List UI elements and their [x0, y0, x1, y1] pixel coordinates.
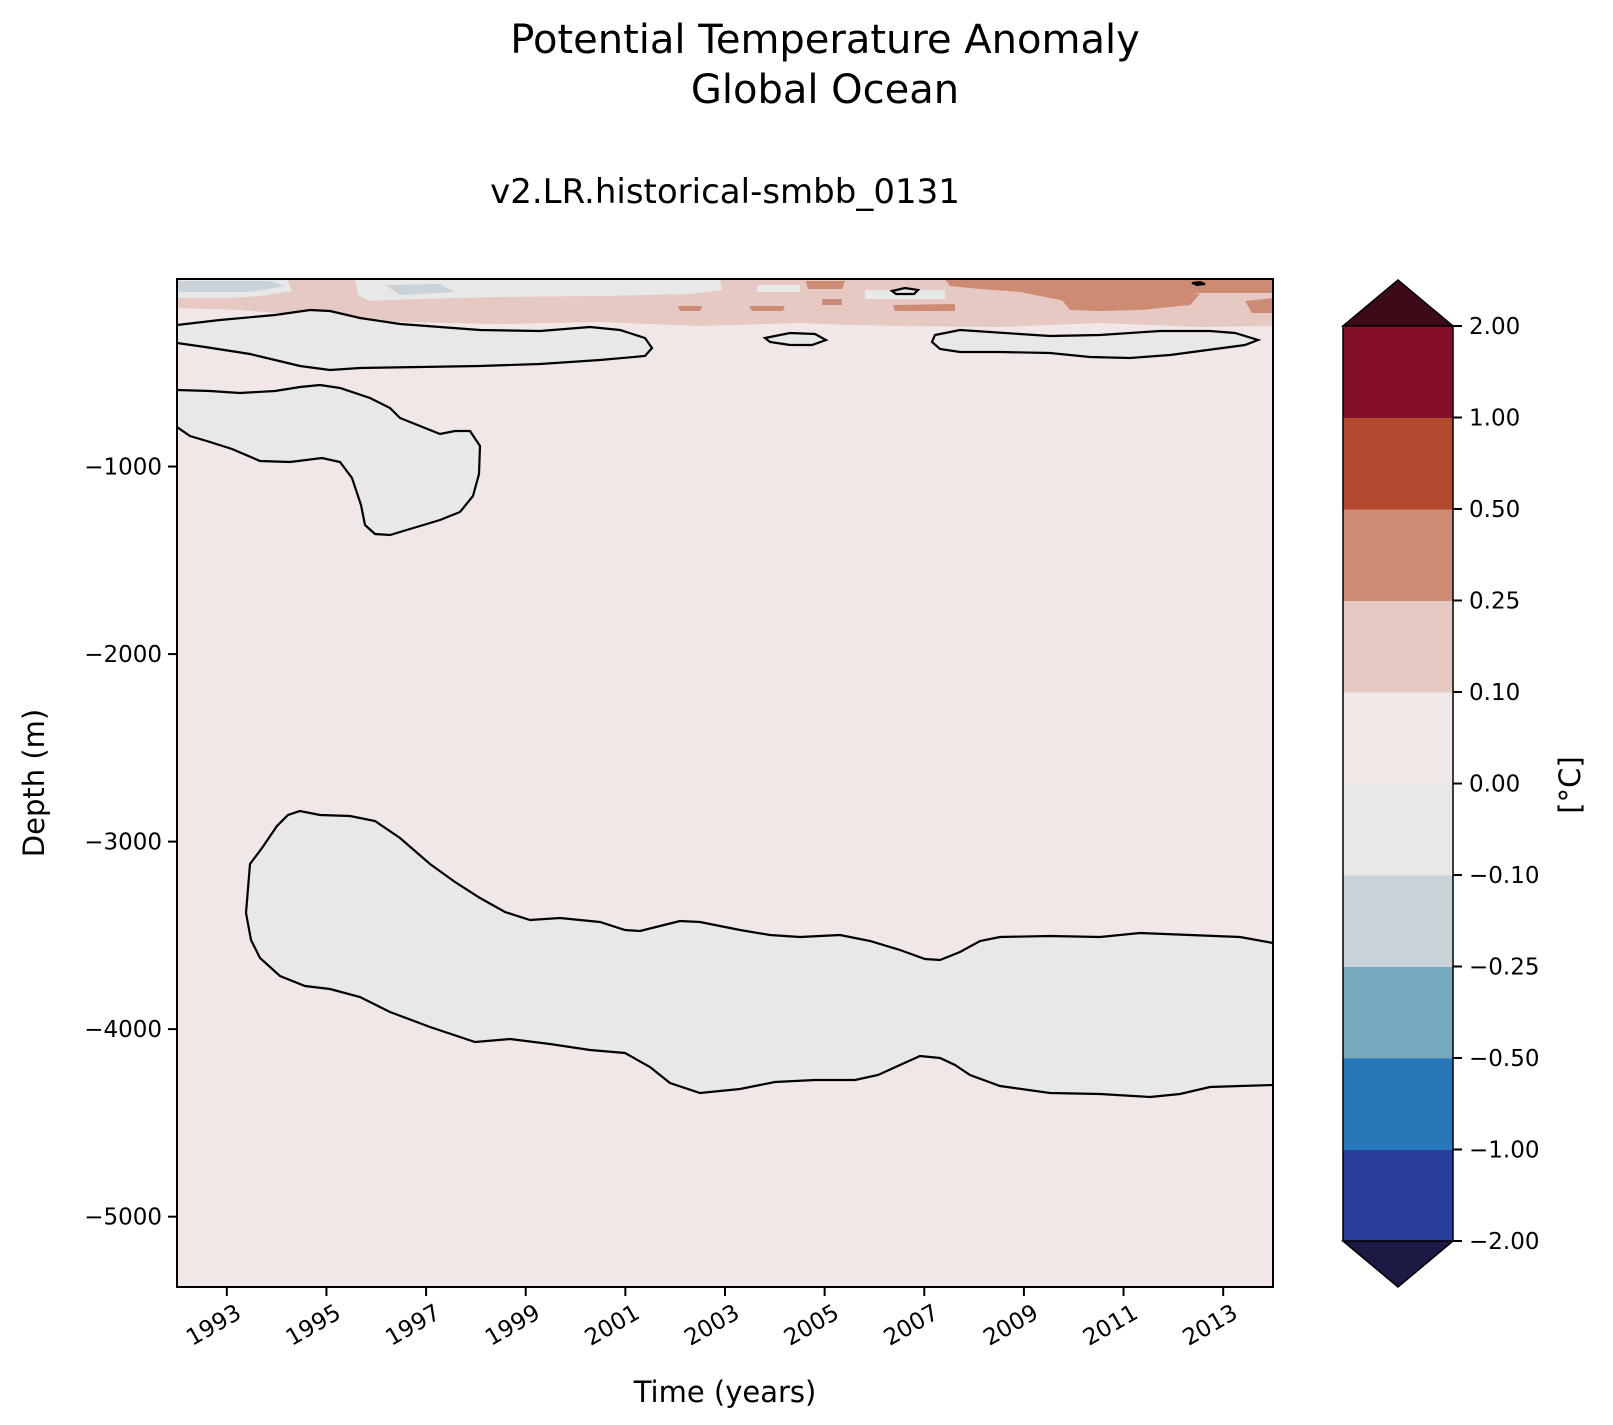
- y-tick-label-2000: −2000: [84, 642, 162, 668]
- colorbar-tick-label-0: −2.00: [1469, 1229, 1539, 1255]
- x-axis: 1993 1995 1997 1999 2001 2003 2005 2007 2009 2011…: [182, 1287, 1242, 1351]
- colorbar-band-0: [1343, 1149, 1453, 1242]
- warm-patch-2004: [749, 306, 785, 311]
- y-tick-label-1000: −1000: [84, 455, 162, 481]
- colorbar-tick-label-2: −0.50: [1469, 1046, 1539, 1072]
- weak-cold-patch-1995: [385, 284, 455, 295]
- cold-cell-2013: [1191, 280, 1206, 287]
- surface-cold-patch-2005: [757, 285, 800, 292]
- x-tick-label-1997: 1997: [381, 1300, 445, 1352]
- x-tick-label-1993: 1993: [182, 1300, 246, 1352]
- warm-patch-2005: [806, 281, 845, 289]
- x-tick-label-1995: 1995: [282, 1300, 346, 1352]
- colorbar-band-6: [1343, 600, 1453, 693]
- colorbar-band-5: [1343, 692, 1453, 784]
- plot-area: [177, 279, 1273, 1287]
- y-tick-label-5000: −5000: [84, 1205, 162, 1231]
- colorbar-band-1: [1343, 1058, 1453, 1150]
- chart-subtitle: v2.LR.historical-smbb_0131: [490, 172, 960, 212]
- colorbar-tick-label-6: 0.10: [1469, 680, 1520, 706]
- chart-title-line-2: Global Ocean: [691, 67, 959, 113]
- intermediate-cold-anomaly: [177, 383, 482, 537]
- colorbar-tick-label-4: −0.10: [1469, 863, 1539, 889]
- x-tick-label-2013: 2013: [1178, 1300, 1242, 1352]
- deep-cold-anomaly: [244, 809, 1273, 1099]
- x-tick-label-2005: 2005: [780, 1300, 844, 1352]
- surface-strong-warm-patches: [678, 279, 1273, 313]
- y-axis: −1000 −2000 −3000 −4000 −5000: [84, 455, 177, 1231]
- y-axis-label: Depth (m): [17, 709, 51, 857]
- warm-patch-far-east: [1245, 298, 1273, 313]
- warm-patch-2001: [678, 306, 702, 311]
- colorbar-tick-label-3: −0.25: [1469, 955, 1539, 981]
- upper-cold-anomaly-east: [930, 328, 1262, 360]
- x-tick-label-2007: 2007: [880, 1300, 944, 1352]
- colorbar-tick-label-1: −1.00: [1469, 1138, 1539, 1164]
- x-tick-label-2003: 2003: [680, 1300, 744, 1352]
- cold-cell-2007: [889, 286, 921, 296]
- colorbar-tick-label-5: 0.00: [1469, 772, 1520, 798]
- colorbar-tick-label-10: 2.00: [1469, 314, 1520, 340]
- colorbar-tick-label-8: 0.50: [1469, 497, 1520, 523]
- surface-cold-band-central: [355, 279, 722, 301]
- warm-patch-2007: [893, 304, 955, 311]
- colorbar-band-7: [1343, 509, 1453, 601]
- chart-title-line-1: Potential Temperature Anomaly: [510, 17, 1140, 63]
- x-tick-label-1999: 1999: [481, 1300, 545, 1352]
- y-tick-label-3000: −3000: [84, 830, 162, 856]
- warm-patch-east-lower: [1062, 294, 1200, 311]
- colorbar-band-2: [1343, 966, 1453, 1059]
- surface-weak-cold-patches: [177, 281, 455, 295]
- warm-patch-east-surface: [945, 279, 1273, 305]
- colorbar-band-8: [1343, 417, 1453, 510]
- colorbar: −2.00 −1.00 −0.50 −0.25 −0.10 0.00 0.10 0.25 0.5…: [1340, 279, 1539, 1288]
- colorbar-under-extension: [1340, 1240, 1456, 1288]
- colorbar-label: [°C]: [1553, 756, 1587, 813]
- colorbar-band-4: [1343, 783, 1453, 876]
- colorbar-band-9: [1343, 326, 1453, 418]
- cold-cell-2004: [762, 331, 829, 347]
- colorbar-band-3: [1343, 875, 1453, 967]
- upper-cold-anomaly-west: [177, 308, 654, 372]
- weak-cold-patch-west: [177, 281, 285, 292]
- colorbar-tick-label-7: 0.25: [1469, 589, 1520, 615]
- x-tick-label-2009: 2009: [979, 1300, 1043, 1352]
- x-tick-label-2011: 2011: [1079, 1300, 1143, 1352]
- colorbar-over-extension: [1340, 279, 1456, 327]
- y-tick-label-4000: −4000: [84, 1017, 162, 1043]
- x-tick-label-2001: 2001: [581, 1300, 645, 1352]
- colorbar-tick-label-9: 1.00: [1469, 406, 1520, 432]
- x-axis-label: Time (years): [633, 1375, 817, 1409]
- warm-patch-2005b: [822, 299, 842, 305]
